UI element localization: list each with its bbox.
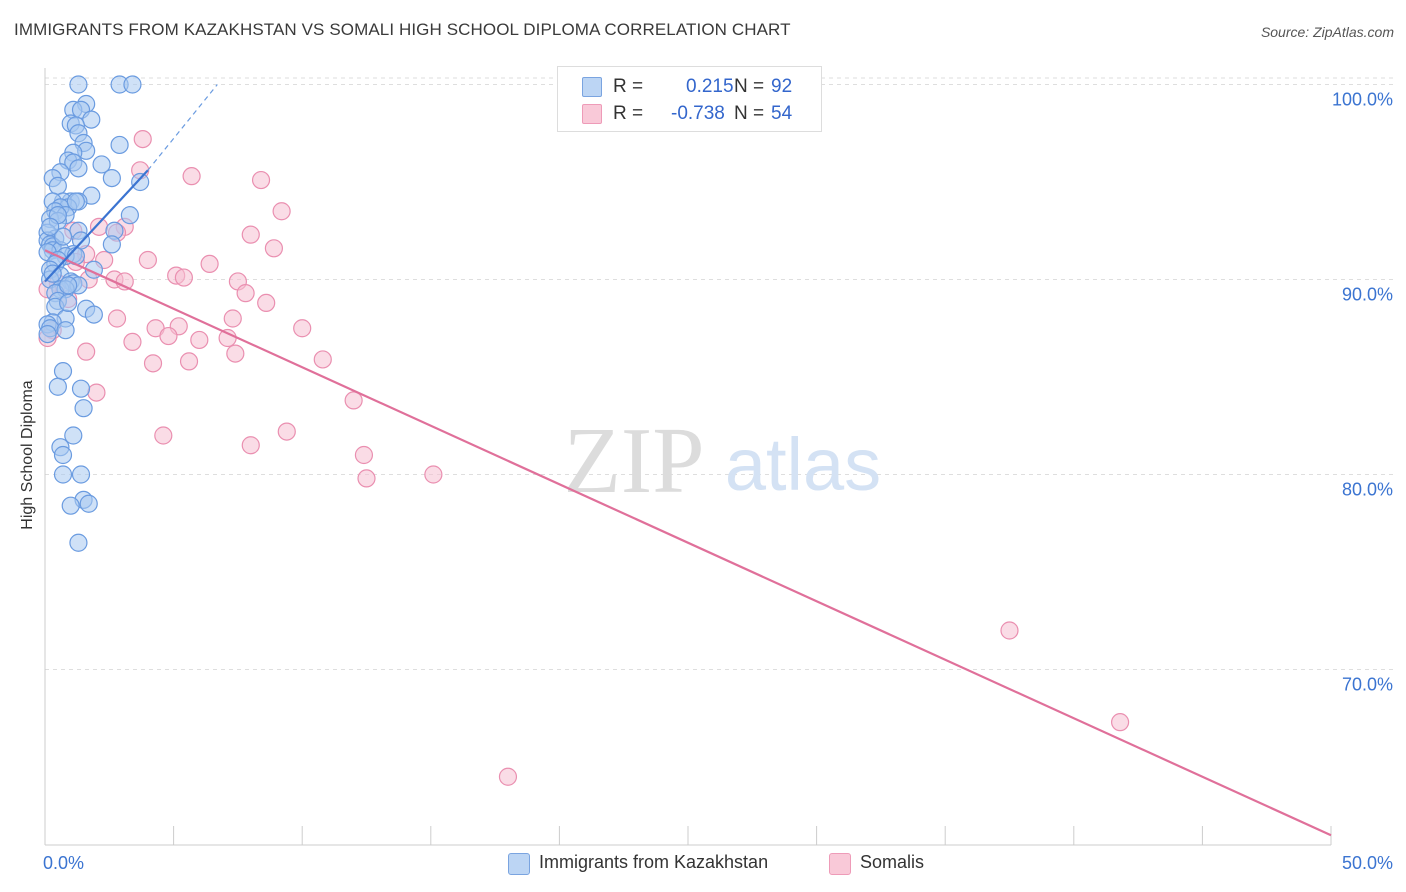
- legend-n-label: N =: [734, 76, 765, 97]
- data-point-kazakhstan: [61, 496, 80, 515]
- data-point-kazakhstan: [59, 293, 78, 312]
- bottom-legend-label: Somalis: [860, 852, 925, 872]
- data-point-somalis: [200, 254, 219, 273]
- data-point-kazakhstan: [69, 533, 88, 552]
- data-point-somalis: [107, 309, 127, 328]
- data-point-somalis: [226, 344, 245, 363]
- data-point-somalis: [293, 319, 312, 338]
- data-point-kazakhstan: [48, 377, 67, 396]
- data-point-somalis: [77, 342, 96, 361]
- tick-labels: 100.0% 90.0% 80.0% 70.0% 0.0% 50.0%: [43, 90, 1393, 874]
- data-point-kazakhstan: [59, 276, 78, 295]
- data-point-somalis: [424, 465, 443, 484]
- watermark: ZIP atlas: [564, 409, 882, 513]
- bottom-legend-label: Immigrants from Kazakhstan: [539, 852, 769, 872]
- watermark-zip: ZIP: [564, 409, 705, 513]
- data-point-somalis: [174, 268, 193, 287]
- y-tick-label: 100.0%: [1332, 90, 1393, 110]
- data-point-kazakhstan: [79, 494, 98, 513]
- data-point-somalis: [123, 332, 142, 351]
- data-point-somalis: [159, 326, 178, 346]
- data-point-kazakhstan: [69, 75, 88, 94]
- data-point-kazakhstan: [131, 172, 150, 192]
- data-point-somalis: [236, 284, 255, 303]
- trend-line-somalis: [44, 249, 1332, 837]
- data-point-somalis: [190, 330, 209, 350]
- data-point-somalis: [498, 767, 518, 786]
- legend-n-label: N =: [734, 103, 765, 124]
- data-point-kazakhstan: [53, 227, 73, 246]
- bottom-legend-swatch-pink: [829, 853, 851, 875]
- data-point-somalis: [313, 350, 332, 369]
- trend-line-kazakhstan: [44, 169, 149, 283]
- data-point-somalis: [223, 309, 242, 328]
- data-point-somalis: [357, 469, 376, 488]
- data-point-kazakhstan: [84, 305, 103, 324]
- legend-r-value: -0.738: [671, 103, 725, 124]
- watermark-atlas: atlas: [725, 423, 881, 506]
- trend-lines: [44, 84, 1332, 837]
- data-point-somalis: [143, 354, 163, 373]
- data-point-kazakhstan: [38, 325, 57, 344]
- data-point-somalis: [138, 250, 157, 270]
- data-point-kazakhstan: [56, 321, 75, 340]
- data-point-kazakhstan: [102, 235, 121, 254]
- data-point-kazakhstan: [41, 217, 60, 236]
- legend-r-label: R =: [613, 76, 644, 97]
- gridlines: [45, 77, 1394, 670]
- data-point-somalis: [241, 225, 260, 244]
- data-point-kazakhstan: [48, 176, 67, 195]
- data-point-kazakhstan: [53, 445, 73, 465]
- legend-r-label: R =: [613, 103, 644, 124]
- bottom-legend-swatch-blue: [508, 853, 530, 875]
- data-point-kazakhstan: [53, 465, 73, 484]
- x-tick-label: 0.0%: [43, 853, 84, 873]
- data-point-somalis: [154, 426, 173, 445]
- data-point-somalis: [89, 217, 109, 236]
- legend-swatch-pink: [582, 104, 602, 124]
- data-point-somalis: [179, 352, 199, 371]
- legend-n-value: 54: [771, 103, 793, 124]
- data-point-somalis: [272, 202, 291, 221]
- data-point-somalis: [1110, 713, 1130, 732]
- data-point-somalis: [354, 445, 374, 465]
- data-point-somalis: [264, 239, 284, 258]
- data-point-kazakhstan: [102, 169, 121, 188]
- data-point-kazakhstan: [71, 379, 91, 398]
- data-point-somalis: [1000, 621, 1019, 640]
- data-point-kazakhstan: [92, 155, 111, 174]
- data-point-kazakhstan: [123, 75, 142, 94]
- data-point-kazakhstan: [71, 465, 91, 484]
- data-point-somalis: [133, 130, 152, 149]
- y-tick-label: 90.0%: [1342, 285, 1393, 305]
- data-point-kazakhstan: [53, 362, 73, 381]
- data-point-somalis: [218, 328, 237, 348]
- data-point-somalis: [251, 170, 271, 190]
- legend-r-value: 0.215: [686, 76, 734, 97]
- y-tick-label: 70.0%: [1342, 675, 1393, 695]
- y-tick-label: 80.0%: [1342, 480, 1393, 500]
- data-point-kazakhstan: [110, 135, 129, 155]
- data-point-kazakhstan: [82, 110, 101, 129]
- data-point-kazakhstan: [120, 206, 139, 225]
- data-point-kazakhstan: [64, 426, 83, 445]
- legend-n-value: 92: [771, 76, 793, 97]
- data-point-somalis: [277, 422, 296, 441]
- legend-swatch-blue: [582, 77, 602, 97]
- data-point-kazakhstan: [66, 192, 85, 211]
- data-point-kazakhstan: [74, 399, 93, 418]
- data-point-kazakhstan: [69, 159, 88, 178]
- data-point-somalis: [87, 383, 106, 402]
- source-credit: Source: ZipAtlas.com: [1260, 24, 1394, 40]
- x-tick-label: 50.0%: [1342, 853, 1393, 873]
- correlation-legend: R = 0.215 N = 92 R = -0.738 N = 54: [557, 66, 822, 132]
- kazakhstan-points: [38, 75, 150, 552]
- data-point-somalis: [182, 167, 201, 186]
- data-point-somalis: [241, 436, 260, 455]
- data-point-somalis: [257, 293, 276, 312]
- trend-line-kazakhstan-extension: [147, 84, 218, 171]
- chart-title: IMMIGRANTS FROM KAZAKHSTAN VS SOMALI HIG…: [14, 20, 791, 39]
- data-point-somalis: [344, 391, 363, 410]
